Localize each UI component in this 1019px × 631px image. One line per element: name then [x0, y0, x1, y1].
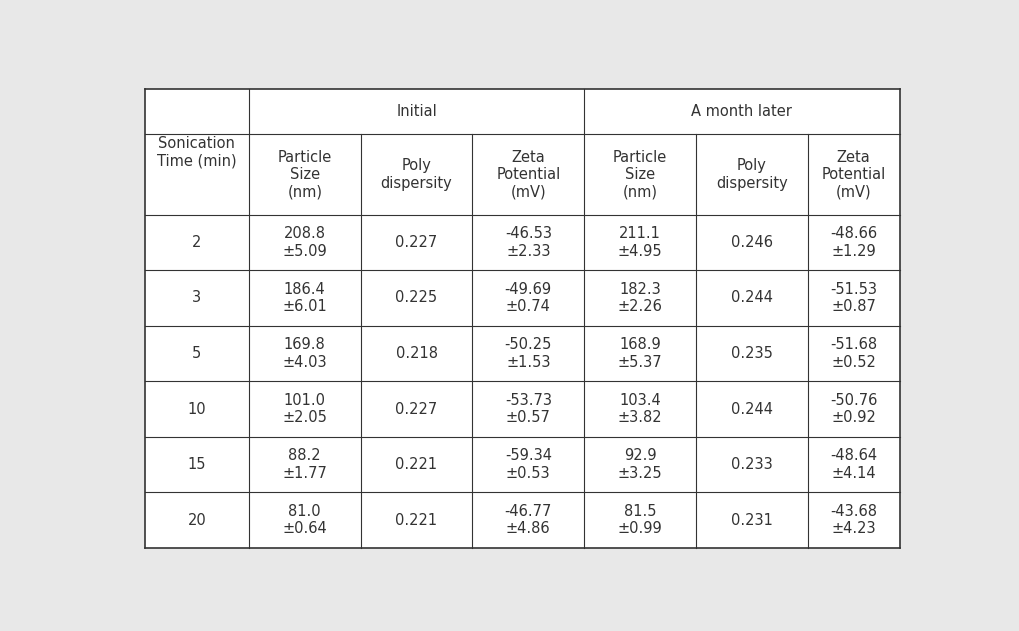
- Text: 0.235: 0.235: [731, 346, 772, 361]
- Text: 101.0
±2.05: 101.0 ±2.05: [282, 393, 327, 425]
- Text: -43.68
±4.23: -43.68 ±4.23: [830, 504, 877, 536]
- Text: 0.227: 0.227: [395, 235, 438, 250]
- Text: Initial: Initial: [396, 104, 437, 119]
- Text: -46.53
±2.33: -46.53 ±2.33: [504, 226, 551, 259]
- Text: Particle
Size
(nm): Particle Size (nm): [612, 150, 667, 199]
- Text: 15: 15: [187, 457, 206, 472]
- Text: 81.5
±0.99: 81.5 ±0.99: [618, 504, 662, 536]
- Text: 0.221: 0.221: [395, 457, 437, 472]
- Text: Zeta
Potential
(mV): Zeta Potential (mV): [821, 150, 886, 199]
- Text: 0.244: 0.244: [731, 290, 772, 305]
- Text: 0.246: 0.246: [731, 235, 772, 250]
- Text: 10: 10: [187, 401, 206, 416]
- Text: -59.34
±0.53: -59.34 ±0.53: [504, 449, 551, 481]
- Text: 5: 5: [193, 346, 202, 361]
- Text: 20: 20: [187, 513, 206, 528]
- Text: 2: 2: [193, 235, 202, 250]
- Text: Poly
dispersity: Poly dispersity: [381, 158, 452, 191]
- Text: 0.218: 0.218: [395, 346, 437, 361]
- Text: 88.2
±1.77: 88.2 ±1.77: [282, 449, 327, 481]
- Text: Sonication
Time (min): Sonication Time (min): [157, 136, 236, 168]
- Text: 0.227: 0.227: [395, 401, 438, 416]
- Text: 169.8
±4.03: 169.8 ±4.03: [282, 338, 327, 370]
- Text: 103.4
±3.82: 103.4 ±3.82: [618, 393, 662, 425]
- Text: 3: 3: [193, 290, 202, 305]
- Text: Particle
Size
(nm): Particle Size (nm): [278, 150, 332, 199]
- Text: A month later: A month later: [692, 104, 793, 119]
- Text: 168.9
±5.37: 168.9 ±5.37: [618, 338, 662, 370]
- Text: 211.1
±4.95: 211.1 ±4.95: [618, 226, 662, 259]
- Text: 0.244: 0.244: [731, 401, 772, 416]
- Text: -46.77
±4.86: -46.77 ±4.86: [504, 504, 552, 536]
- Text: Poly
dispersity: Poly dispersity: [716, 158, 788, 191]
- Text: 0.225: 0.225: [395, 290, 437, 305]
- Text: 92.9
±3.25: 92.9 ±3.25: [618, 449, 662, 481]
- Text: 0.231: 0.231: [731, 513, 772, 528]
- Text: 182.3
±2.26: 182.3 ±2.26: [618, 281, 662, 314]
- Text: 186.4
±6.01: 186.4 ±6.01: [282, 281, 327, 314]
- Text: -48.66
±1.29: -48.66 ±1.29: [830, 226, 877, 259]
- Text: 0.221: 0.221: [395, 513, 437, 528]
- Text: -51.68
±0.52: -51.68 ±0.52: [830, 338, 877, 370]
- Text: -50.25
±1.53: -50.25 ±1.53: [504, 338, 552, 370]
- Text: -53.73
±0.57: -53.73 ±0.57: [504, 393, 551, 425]
- Text: -49.69
±0.74: -49.69 ±0.74: [504, 281, 552, 314]
- Text: -50.76
±0.92: -50.76 ±0.92: [830, 393, 877, 425]
- Text: 0.233: 0.233: [731, 457, 772, 472]
- Text: 208.8
±5.09: 208.8 ±5.09: [282, 226, 327, 259]
- Text: -51.53
±0.87: -51.53 ±0.87: [830, 281, 877, 314]
- Text: Zeta
Potential
(mV): Zeta Potential (mV): [496, 150, 560, 199]
- Text: 81.0
±0.64: 81.0 ±0.64: [282, 504, 327, 536]
- Text: -48.64
±4.14: -48.64 ±4.14: [830, 449, 877, 481]
